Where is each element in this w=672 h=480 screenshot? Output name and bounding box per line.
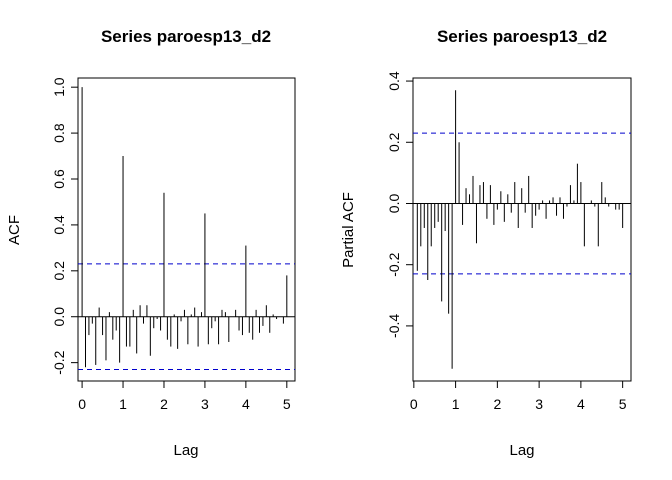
acf-y-tick-label: 0.2 (51, 261, 67, 281)
acf-x-tick-label: 3 (201, 396, 209, 412)
pacf-x-tick-label: 1 (452, 396, 460, 412)
acf-x-tick-label: 0 (78, 396, 86, 412)
acf-axis-ticks: 0 1 2 3 4 5 -0.2 0.0 0.2 0.4 0.6 0.8 1.0 (51, 77, 291, 412)
acf-y-tick-label: 0.0 (51, 307, 67, 327)
pacf-x-axis-label: Lag (509, 442, 534, 459)
pacf-axis-ticks: 0 1 2 3 4 5 -0.4 -0.2 0.0 0.2 0.4 (386, 71, 627, 412)
acf-title: Series paroesp13_d2 (101, 27, 271, 46)
acf-y-tick-label: 0.4 (51, 215, 67, 235)
acf-x-tick-label: 5 (283, 396, 291, 412)
pacf-y-tick-label: -0.2 (386, 252, 402, 276)
acf-y-tick-label: -0.2 (51, 350, 67, 374)
acf-y-axis-label: ACF (6, 215, 23, 245)
acf-y-tick-label: 1.0 (51, 77, 67, 97)
pacf-x-tick-label: 0 (410, 396, 418, 412)
pacf-x-tick-label: 4 (577, 396, 585, 412)
pacf-x-tick-label: 5 (619, 396, 627, 412)
pacf-panel: Series paroesp13_d2 Lag Partial ACF 0 1 2 3… (340, 27, 632, 459)
acf-x-tick-label: 2 (160, 396, 168, 412)
pacf-y-tick-label: 0.2 (386, 132, 402, 152)
pacf-x-tick-label: 3 (535, 396, 543, 412)
acf-x-tick-label: 4 (242, 396, 250, 412)
pacf-y-tick-label: -0.4 (386, 314, 402, 338)
acf-y-tick-label: 0.6 (51, 169, 67, 189)
pacf-title: Series paroesp13_d2 (437, 27, 607, 46)
acf-y-tick-label: 0.8 (51, 123, 67, 143)
acf-panel: Series paroesp13_d2 Lag ACF 0 1 2 3 4 5 -0.2 0.… (6, 27, 296, 459)
pacf-y-axis-label: Partial ACF (340, 192, 357, 268)
acf-x-axis-label: Lag (173, 442, 198, 459)
acf-bars (78, 87, 295, 371)
acf-x-tick-label: 1 (119, 396, 127, 412)
pacf-x-tick-label: 2 (493, 396, 501, 412)
acf-plot-frame (77, 77, 296, 382)
pacf-bars (413, 90, 631, 369)
pacf-y-tick-label: 0.0 (386, 194, 402, 214)
pacf-y-tick-label: 0.4 (386, 71, 402, 91)
